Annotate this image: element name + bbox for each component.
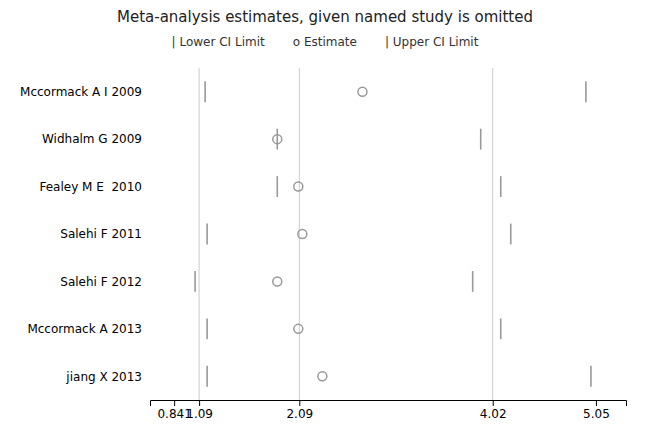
y-axis: Mccormack A I 2009 Widhalm G 2009 Fealey M… <box>20 85 150 384</box>
estimate-marker <box>358 87 367 96</box>
x-axis-line <box>151 401 627 407</box>
legend: | Lower CI Limit o Estimate | Upper CI Lim… <box>172 35 479 49</box>
ci-tick <box>194 271 196 292</box>
y-tick-label: Fealey M E 2010 <box>39 180 142 194</box>
y-tick-label: Salehi F 2011 <box>60 227 142 241</box>
y-tick-label: Salehi F 2012 <box>60 275 142 289</box>
chart: Meta-analysis estimates, given named stu… <box>0 0 650 434</box>
marks <box>195 81 591 386</box>
x-tick: 1.09 <box>186 400 213 421</box>
y-tick: Fealey M E 2010 <box>39 180 150 194</box>
ci-tick <box>472 271 474 292</box>
estimate-marker <box>294 324 303 333</box>
x-tick-mark <box>174 400 175 406</box>
x-tick: 4.02 <box>480 400 507 421</box>
ci-tick <box>206 366 208 387</box>
legend-entry: | Upper CI Limit <box>385 35 479 49</box>
ci-tick <box>204 81 206 102</box>
ci-tick <box>510 224 512 245</box>
series <box>473 81 591 386</box>
y-tick-label: Mccormack A 2013 <box>27 322 142 336</box>
x-tick-label: 5.05 <box>583 407 610 421</box>
y-tick: Mccormack A I 2009 <box>20 85 150 99</box>
y-tick-label: jiang X 2013 <box>65 370 142 384</box>
ci-tick <box>276 129 278 150</box>
y-tick-label: Mccormack A I 2009 <box>20 85 142 99</box>
reference-line <box>492 68 493 400</box>
x-tick-mark <box>493 400 494 406</box>
y-tick: Salehi F 2012 <box>60 275 150 289</box>
y-tick: Salehi F 2011 <box>60 227 150 241</box>
ci-tick <box>500 318 502 339</box>
x-tick-label: 4.02 <box>480 407 507 421</box>
estimate-marker <box>273 277 282 286</box>
x-tick-mark <box>299 400 300 406</box>
reference-line <box>199 68 200 400</box>
estimate-marker <box>273 135 282 144</box>
x-tick: 5.05 <box>583 400 610 421</box>
estimate-marker <box>298 230 307 239</box>
estimate-marker <box>318 372 327 381</box>
estimate-marker <box>294 182 303 191</box>
reference-line <box>299 68 300 400</box>
y-tick: jiang X 2013 <box>65 370 150 384</box>
reference-lines <box>199 68 493 400</box>
ci-tick <box>480 129 482 150</box>
x-tick: 2.09 <box>286 400 313 421</box>
ci-tick <box>500 176 502 197</box>
x-tick-label: 2.09 <box>286 407 313 421</box>
x-tick-mark <box>596 400 597 406</box>
plot: 0.8411.092.094.025.05Mccormack A I 2009W… <box>20 68 626 421</box>
x-axis: 0.8411.092.094.025.05 <box>151 400 627 421</box>
ci-tick <box>585 81 587 102</box>
legend-entry: | Lower CI Limit <box>172 35 265 49</box>
series <box>195 81 277 386</box>
series <box>273 87 367 381</box>
legend-entry: o Estimate <box>293 35 357 49</box>
ci-tick <box>206 224 208 245</box>
title: Meta-analysis estimates, given named stu… <box>117 8 533 26</box>
y-tick: Widhalm G 2009 <box>42 132 150 146</box>
x-tick-mark <box>199 400 200 406</box>
ci-tick <box>276 176 278 197</box>
ci-tick <box>590 366 592 387</box>
x-tick-label: 1.09 <box>186 407 213 421</box>
y-tick: Mccormack A 2013 <box>27 322 150 336</box>
ci-tick <box>206 318 208 339</box>
y-tick-label: Widhalm G 2009 <box>42 132 142 146</box>
